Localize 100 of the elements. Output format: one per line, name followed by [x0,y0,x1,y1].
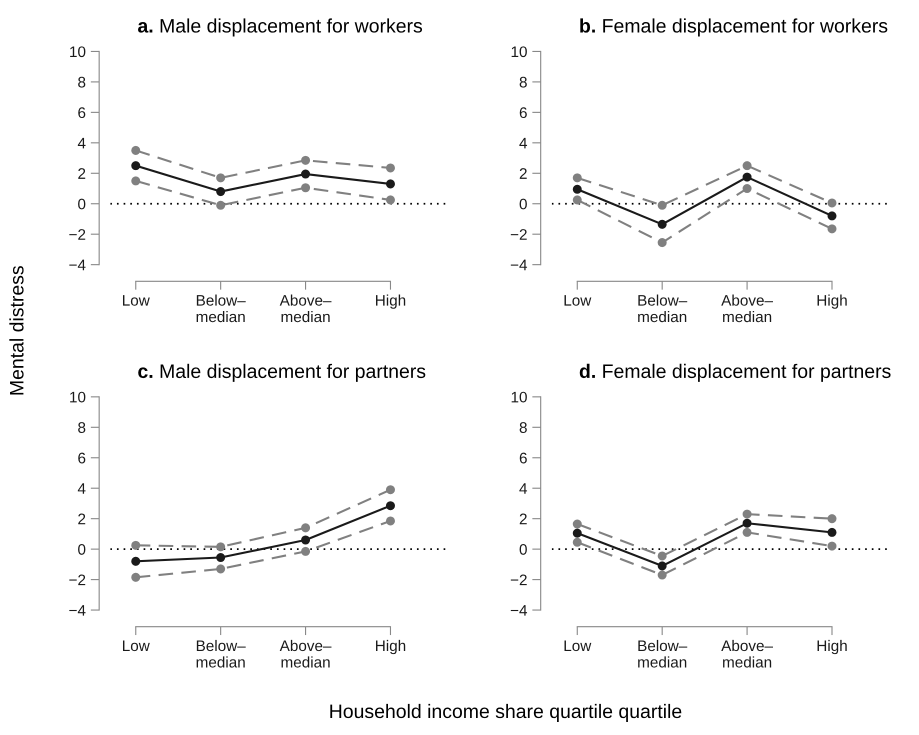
point [827,224,837,234]
x-tick-label: High [376,294,406,309]
y-tick-label: −4 [69,605,86,616]
y-tick-label: 8 [520,76,527,88]
point [658,200,667,210]
point [301,170,310,179]
point [131,556,140,566]
y-tick-label: 4 [78,483,86,494]
point [827,528,837,537]
x-tick-label: High [818,294,847,309]
y-tick-label: 0 [78,544,86,555]
point [742,510,752,519]
y-tick-label: 10 [70,392,86,403]
y-tick-label: −2 [69,574,86,586]
point [131,146,140,155]
point [386,485,395,494]
x-tick-label: Low [122,295,150,306]
point [742,161,752,170]
y-tick-label: 2 [520,514,527,524]
y-tick-label: 4 [78,138,86,148]
x-tick-label: Below– median [638,640,688,668]
point [572,528,582,538]
point [658,561,667,570]
y-axis-title: Mental distress [9,266,24,395]
point [386,195,395,204]
point [301,546,310,556]
x-tick-label: High [376,640,406,654]
y-tick-label: −4 [510,260,528,270]
y-tick-label: 10 [512,392,527,403]
point [827,211,837,220]
point [131,176,140,186]
point [386,516,395,526]
y-tick-label: 4 [519,138,528,148]
point [216,552,226,562]
y-tick-label: −2 [69,229,86,240]
x-tick-label: Above– median [280,640,332,668]
y-tick-label: 6 [520,452,527,464]
chart-title: a. Male displacement for workers [138,18,422,37]
chart-title: c. Male displacement for partners [138,364,426,382]
y-tick-label: 8 [78,76,86,88]
y-tick-label: 6 [78,107,86,118]
x-axis-title: Household income share quartile quartile [330,704,682,722]
point [131,572,140,582]
point [742,518,752,528]
y-tick-label: 0 [78,198,86,210]
point [386,163,395,172]
x-tick-label: Low [122,640,150,652]
y-tick-label: 6 [520,107,527,118]
y-tick-label: 8 [78,422,86,433]
point [301,523,310,532]
x-tick-label: Below– median [196,640,246,668]
point [742,528,752,537]
point [386,501,395,510]
y-tick-label: 0 [520,544,527,555]
point [572,195,582,204]
point [216,564,226,574]
point [658,220,667,229]
point [216,187,226,196]
y-tick-label: 2 [78,514,86,524]
y-tick-label: 2 [520,168,527,179]
y-tick-label: 6 [78,452,86,464]
point [742,172,752,182]
y-tick-label: 8 [520,422,527,433]
x-tick-label: Below– median [196,294,246,322]
x-tick-label: Above– median [721,640,773,668]
point [386,179,395,188]
point [572,173,582,182]
x-tick-label: Above– median [280,294,332,322]
chart-title: d. Female displacement for partners [580,364,891,382]
point [572,538,582,547]
x-tick-label: Above– median [721,294,773,322]
point [827,514,837,524]
y-tick-label: −4 [69,260,86,270]
point [301,156,310,165]
x-tick-label: High [818,640,847,654]
y-tick-label: 0 [520,198,527,210]
y-tick-label: 4 [519,483,528,494]
point [827,542,837,551]
point [658,551,667,560]
point [216,542,226,552]
x-tick-label: Low [564,640,592,652]
y-tick-label: 10 [70,46,86,58]
point [572,519,582,529]
chart-title: b. Female displacement for workers [580,18,888,37]
y-tick-label: 10 [512,46,527,58]
point [658,570,667,580]
point [827,198,837,208]
x-tick-label: Low [564,295,592,306]
point [742,184,752,194]
point [301,183,310,192]
x-tick-label: Below– median [638,294,688,322]
point [301,535,310,545]
point [572,184,582,194]
y-tick-label: −2 [510,229,527,240]
point [216,173,226,182]
point [131,540,140,550]
y-tick-label: −4 [510,605,528,616]
point [658,238,667,248]
point [216,200,226,210]
y-tick-label: −2 [510,574,527,586]
